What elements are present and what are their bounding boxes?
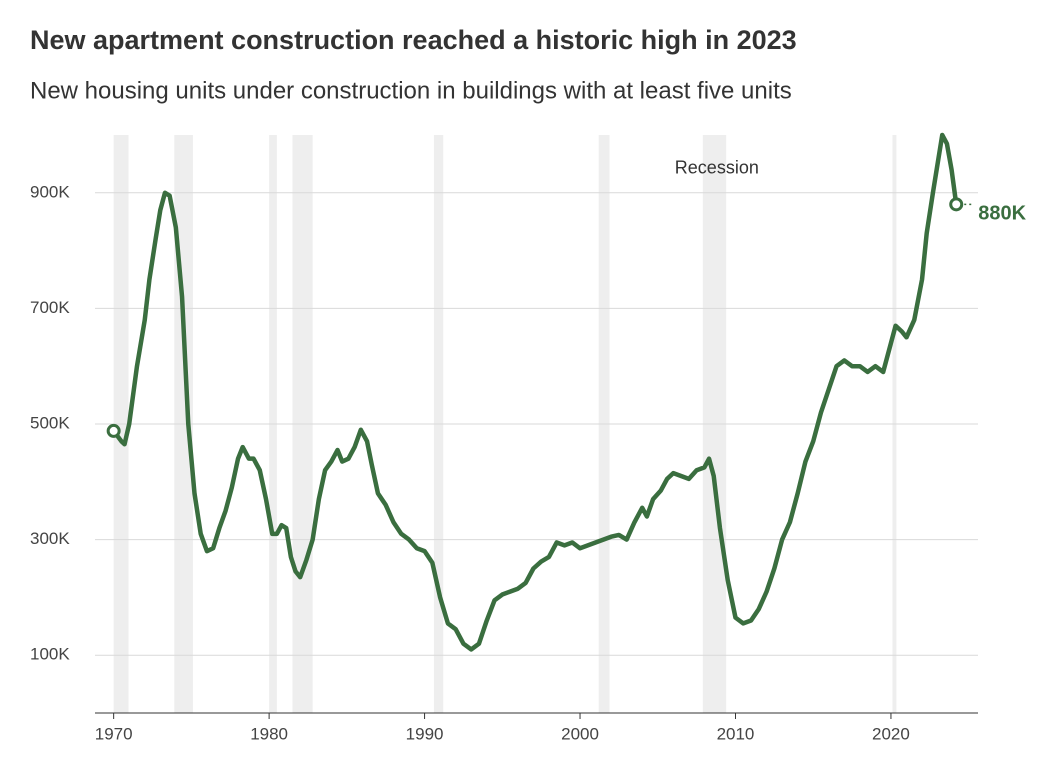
x-tick-label: 1970 — [95, 724, 133, 743]
chart-subtitle: New housing units under construction in … — [30, 77, 792, 104]
x-tick-label: 1980 — [250, 724, 288, 743]
x-tick-label: 1990 — [406, 724, 444, 743]
y-tick-label: 500K — [30, 413, 70, 432]
series-line — [111, 132, 959, 652]
y-tick-label: 100K — [30, 645, 70, 664]
chart-title: New apartment construction reached a his… — [30, 25, 797, 55]
x-tick-label: 2010 — [717, 724, 755, 743]
end-marker — [949, 197, 964, 212]
y-tick-label: 900K — [30, 182, 70, 201]
y-tick-label: 700K — [30, 298, 70, 317]
annotation: Recession — [675, 157, 759, 177]
value-label: 880K — [978, 203, 1026, 225]
x-tick-label: 2000 — [561, 724, 599, 743]
x-tick-label: 2020 — [872, 724, 910, 743]
end-marker — [106, 423, 121, 438]
y-tick-label: 300K — [30, 529, 70, 548]
